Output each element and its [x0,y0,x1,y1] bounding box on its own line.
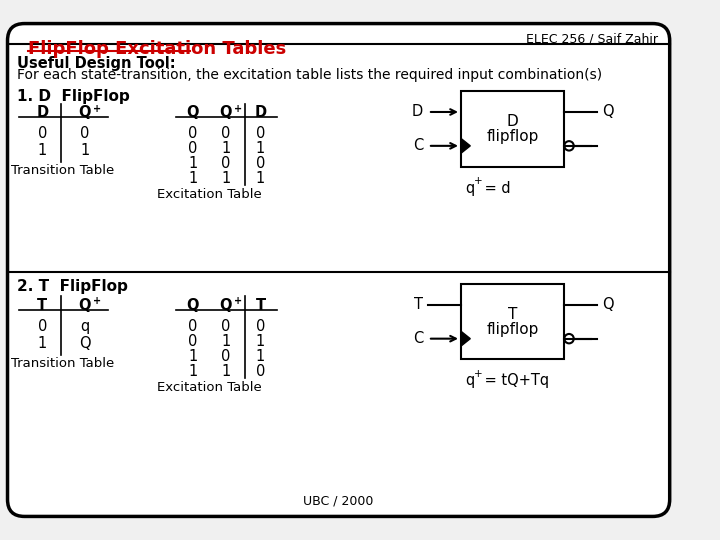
Text: 2. T  FlipFlop: 2. T FlipFlop [17,279,128,294]
Text: C: C [413,331,423,346]
Text: FlipFlop Excitation Tables: FlipFlop Excitation Tables [28,40,287,58]
Text: Transition Table: Transition Table [12,356,114,369]
Text: T: T [256,298,266,313]
Text: T: T [414,298,423,312]
Text: 1. D  FlipFlop: 1. D FlipFlop [17,90,130,104]
Text: flipflop: flipflop [487,129,539,144]
Text: Useful Design Tool:: Useful Design Tool: [17,56,176,71]
Text: C: C [413,138,423,153]
Text: Q: Q [220,105,232,120]
Text: Q: Q [602,298,613,312]
Text: 0: 0 [188,319,197,334]
Text: 0: 0 [188,141,197,156]
Text: Q: Q [78,105,91,120]
Text: Excitation Table: Excitation Table [158,188,262,201]
Text: 1: 1 [256,349,265,364]
Text: 0: 0 [37,319,47,334]
Text: +: + [474,176,482,186]
Text: 0: 0 [188,126,197,141]
Text: For each state-transition, the excitation table lists the required input combina: For each state-transition, the excitatio… [17,68,602,82]
Text: 0: 0 [37,126,47,141]
Text: 1: 1 [221,364,230,379]
Text: UBC / 2000: UBC / 2000 [303,494,374,507]
Text: 1: 1 [256,141,265,156]
Text: +: + [93,296,102,306]
Text: 0: 0 [221,156,230,171]
Text: = tQ+Tq: = tQ+Tq [480,374,549,388]
Text: 1: 1 [221,171,230,186]
Text: T: T [508,307,517,322]
Text: T: T [37,298,48,313]
Text: D: D [507,114,518,129]
Text: D: D [412,104,423,119]
Text: Excitation Table: Excitation Table [158,381,262,394]
Bar [461,284,564,359]
Text: 0: 0 [256,126,265,141]
Text: Q: Q [602,104,613,119]
Text: D: D [254,105,266,120]
Text: Q: Q [186,105,199,120]
Text: 0: 0 [80,126,89,141]
Text: 1: 1 [188,349,197,364]
Polygon shape [461,138,470,153]
Text: Q: Q [220,298,232,313]
Text: 1: 1 [221,141,230,156]
Circle shape [564,141,574,151]
Text: +: + [474,369,482,379]
Text: 0: 0 [256,319,265,334]
Text: 1: 1 [256,171,265,186]
Text: 0: 0 [256,364,265,379]
Text: 1: 1 [221,334,230,349]
Text: ELEC 256 / Saif Zahir: ELEC 256 / Saif Zahir [526,33,658,46]
Text: 1: 1 [188,171,197,186]
Text: 0: 0 [221,349,230,364]
Text: D: D [36,105,48,120]
Text: q: q [466,374,474,388]
Text: Q: Q [186,298,199,313]
Text: +: + [234,296,243,306]
Text: 0: 0 [256,156,265,171]
Text: 1: 1 [188,156,197,171]
Text: flipflop: flipflop [487,322,539,337]
Text: 1: 1 [80,143,89,158]
Text: Q: Q [78,298,91,313]
Text: 0: 0 [188,334,197,349]
Text: q: q [466,181,474,195]
Text: 1: 1 [37,143,47,158]
Text: 1: 1 [188,364,197,379]
Text: = d: = d [480,181,510,195]
Circle shape [564,334,574,343]
Text: 0: 0 [221,126,230,141]
Text: 0: 0 [221,319,230,334]
Text: +: + [93,104,102,113]
Text: Transition Table: Transition Table [12,164,114,177]
Text: q: q [80,319,89,334]
FancyBboxPatch shape [7,24,670,516]
Bar [461,91,564,166]
Text: Q: Q [78,336,91,351]
Text: 1: 1 [256,334,265,349]
Text: 1: 1 [37,336,47,351]
Text: +: + [234,104,243,113]
Polygon shape [461,331,470,346]
